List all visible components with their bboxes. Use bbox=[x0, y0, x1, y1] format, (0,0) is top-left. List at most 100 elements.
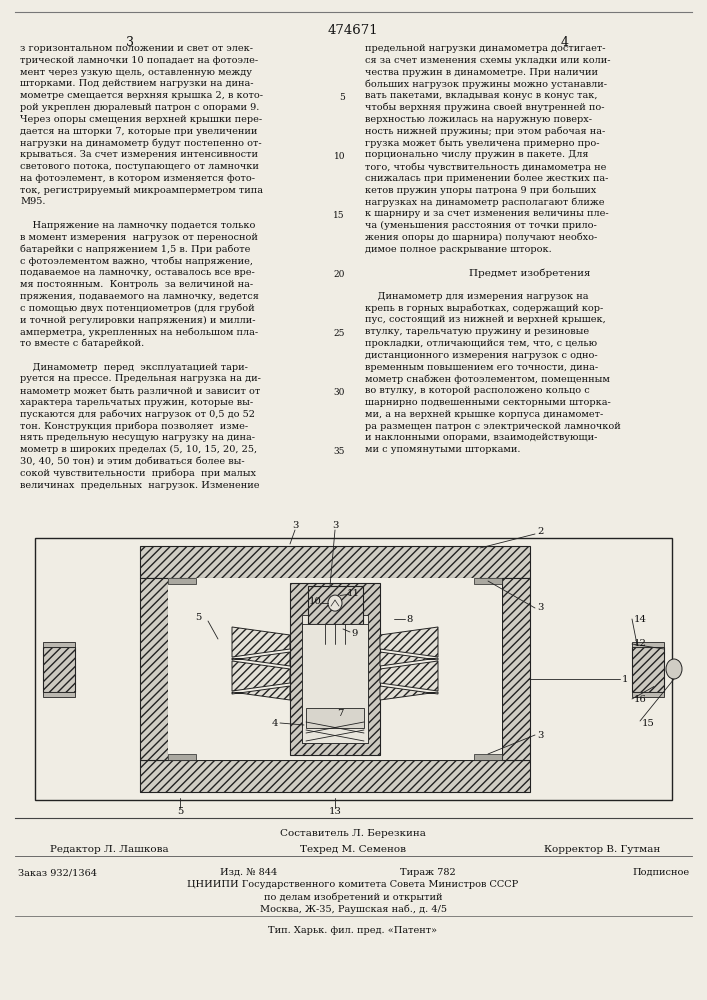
Text: мометр снабжен фотоэлементом, помещенным: мометр снабжен фотоэлементом, помещенным bbox=[365, 374, 610, 384]
Text: 3: 3 bbox=[537, 603, 543, 612]
Bar bbox=[35, 538, 672, 800]
Text: снижалась при применении более жестких па-: снижалась при применении более жестких п… bbox=[365, 174, 609, 183]
Polygon shape bbox=[380, 627, 438, 657]
Text: 10: 10 bbox=[334, 152, 345, 161]
Text: мент через узкую щель, оставленную между: мент через узкую щель, оставленную между bbox=[20, 68, 252, 77]
Text: порционально числу пружин в пакете. Для: порционально числу пружин в пакете. Для bbox=[365, 150, 588, 159]
Text: амперметра, укрепленных на небольшом пла-: амперметра, укрепленных на небольшом пла… bbox=[20, 327, 258, 337]
Text: светового потока, поступающего от ламночки: светового потока, поступающего от ламноч… bbox=[20, 162, 259, 171]
Bar bbox=[474, 578, 502, 584]
Text: 2: 2 bbox=[537, 528, 543, 536]
Text: ра размещен патрон с электрической ламночкой: ра размещен патрон с электрической ламно… bbox=[365, 422, 621, 431]
Text: чтобы верхняя пружина своей внутренней по-: чтобы верхняя пружина своей внутренней п… bbox=[365, 103, 604, 112]
Text: дистанционного измерения нагрузок с одно-: дистанционного измерения нагрузок с одно… bbox=[365, 351, 597, 360]
Bar bbox=[302, 624, 368, 743]
Text: рой укреплен дюралевый патрон с опорами 9.: рой укреплен дюралевый патрон с опорами … bbox=[20, 103, 259, 112]
Text: нагрузках на динамометр располагают ближе: нагрузках на динамометр располагают ближ… bbox=[365, 197, 604, 207]
Bar bbox=[306, 708, 364, 728]
Text: Тип. Харьк. фил. пред. «Патент»: Тип. Харьк. фил. пред. «Патент» bbox=[269, 926, 438, 935]
Text: по делам изобретений и открытий: по делам изобретений и открытий bbox=[264, 892, 443, 902]
Text: з горизонтальном положении и свет от элек-: з горизонтальном положении и свет от эле… bbox=[20, 44, 253, 53]
Text: 14: 14 bbox=[633, 614, 646, 624]
Text: крываться. За счет измерения интенсивности: крываться. За счет измерения интенсивнос… bbox=[20, 150, 258, 159]
Bar bbox=[140, 760, 530, 792]
Bar bbox=[140, 578, 168, 760]
Bar bbox=[168, 578, 502, 760]
Text: Редактор Л. Лашкова: Редактор Л. Лашкова bbox=[50, 845, 169, 854]
Text: 5: 5 bbox=[195, 612, 201, 621]
Text: 13: 13 bbox=[329, 808, 341, 816]
Text: 4: 4 bbox=[561, 36, 569, 49]
Text: димое полное раскрывание шторок.: димое полное раскрывание шторок. bbox=[365, 245, 551, 254]
Text: 474671: 474671 bbox=[327, 24, 378, 37]
Text: ча (уменьшения расстояния от точки прило-: ча (уменьшения расстояния от точки прило… bbox=[365, 221, 597, 230]
Bar bbox=[474, 754, 502, 760]
Text: Москва, Ж-35, Раушская наб., д. 4/5: Москва, Ж-35, Раушская наб., д. 4/5 bbox=[259, 904, 447, 914]
Text: нять предельную несущую нагрузку на дина-: нять предельную несущую нагрузку на дина… bbox=[20, 433, 255, 442]
Text: Корректор В. Гутман: Корректор В. Гутман bbox=[544, 845, 660, 854]
Text: Напряжение на ламночку подается только: Напряжение на ламночку подается только bbox=[20, 221, 255, 230]
Bar bbox=[43, 642, 75, 647]
Text: грузка может быть увеличена примерно про-: грузка может быть увеличена примерно про… bbox=[365, 138, 600, 148]
Bar bbox=[43, 647, 75, 692]
Bar bbox=[308, 586, 363, 624]
Text: прокладки, отличающийся тем, что, с целью: прокладки, отличающийся тем, что, с цель… bbox=[365, 339, 597, 348]
Text: 30: 30 bbox=[334, 388, 345, 397]
Text: 7: 7 bbox=[337, 708, 343, 718]
Text: нагрузки на динамометр будут постепенно от-: нагрузки на динамометр будут постепенно … bbox=[20, 138, 262, 148]
Text: мя постоянным.  Контроль  за величиной на-: мя постоянным. Контроль за величиной на- bbox=[20, 280, 253, 289]
Bar bbox=[632, 642, 664, 647]
Text: пряжения, подаваемого на ламночку, ведется: пряжения, подаваемого на ламночку, ведет… bbox=[20, 292, 259, 301]
Text: 3: 3 bbox=[332, 522, 338, 530]
Text: Подписное: Подписное bbox=[633, 868, 690, 877]
Text: трической ламночки 10 попадает на фотоэле-: трической ламночки 10 попадает на фотоэл… bbox=[20, 56, 258, 65]
Bar bbox=[290, 583, 380, 755]
Text: предельной нагрузки динамометра достигает-: предельной нагрузки динамометра достигае… bbox=[365, 44, 605, 53]
Text: 20: 20 bbox=[334, 270, 345, 279]
Text: ток, регистрируемый микроамперметром типа: ток, регистрируемый микроамперметром тип… bbox=[20, 186, 263, 195]
Text: характера тарельчатых пружин, которые вы-: характера тарельчатых пружин, которые вы… bbox=[20, 398, 253, 407]
Text: Тираж 782: Тираж 782 bbox=[400, 868, 456, 877]
Text: 5: 5 bbox=[339, 93, 345, 102]
Bar bbox=[502, 578, 530, 760]
Text: Через опоры смещения верхней крышки пере-: Через опоры смещения верхней крышки пере… bbox=[20, 115, 262, 124]
Text: Заказ 932/1364: Заказ 932/1364 bbox=[18, 868, 97, 877]
Text: 5: 5 bbox=[177, 808, 183, 816]
Polygon shape bbox=[380, 661, 438, 691]
Text: 30, 40, 50 тон) и этим добиваться более вы-: 30, 40, 50 тон) и этим добиваться более … bbox=[20, 457, 245, 466]
Text: в момент измерения  нагрузок от переносной: в момент измерения нагрузок от переносно… bbox=[20, 233, 258, 242]
Text: руется на прессе. Предельная нагрузка на ди-: руется на прессе. Предельная нагрузка на… bbox=[20, 374, 261, 383]
Text: 4: 4 bbox=[271, 718, 279, 728]
Text: батарейки с напряжением 1,5 в. При работе: батарейки с напряжением 1,5 в. При работ… bbox=[20, 245, 250, 254]
Text: тон. Конструкция прибора позволяет  изме-: тон. Конструкция прибора позволяет изме- bbox=[20, 422, 248, 431]
Text: пус, состоящий из нижней и верхней крышек,: пус, состоящий из нижней и верхней крыше… bbox=[365, 315, 606, 324]
Text: сокой чувствительности  прибора  при малых: сокой чувствительности прибора при малых bbox=[20, 469, 256, 478]
Text: намометр может быть различной и зависит от: намометр может быть различной и зависит … bbox=[20, 386, 260, 396]
Text: ЦНИИПИ Государственного комитета Совета Министров СССР: ЦНИИПИ Государственного комитета Совета … bbox=[187, 880, 519, 889]
Text: ность нижней пружины; при этом рабочая на-: ность нижней пружины; при этом рабочая н… bbox=[365, 127, 605, 136]
Text: верхностью ложилась на наружную поверх-: верхностью ложилась на наружную поверх- bbox=[365, 115, 592, 124]
Text: 3: 3 bbox=[537, 730, 543, 740]
Text: Изд. № 844: Изд. № 844 bbox=[220, 868, 277, 877]
Polygon shape bbox=[232, 661, 290, 691]
Text: больших нагрузок пружины можно устанавли-: больших нагрузок пружины можно устанавли… bbox=[365, 79, 607, 89]
Text: шарнирно подвешенными секторными шторка-: шарнирно подвешенными секторными шторка- bbox=[365, 398, 611, 407]
Polygon shape bbox=[380, 652, 438, 666]
Bar bbox=[302, 615, 368, 743]
Bar bbox=[140, 546, 530, 578]
Text: 35: 35 bbox=[334, 447, 345, 456]
Text: с фотоэлементом важно, чтобы напряжение,: с фотоэлементом важно, чтобы напряжение, bbox=[20, 256, 253, 266]
Text: подаваемое на ламночку, оставалось все вре-: подаваемое на ламночку, оставалось все в… bbox=[20, 268, 255, 277]
Text: 8: 8 bbox=[407, 614, 413, 624]
Text: дается на шторки 7, которые при увеличении: дается на шторки 7, которые при увеличен… bbox=[20, 127, 257, 136]
Text: 16: 16 bbox=[633, 694, 646, 704]
Polygon shape bbox=[380, 686, 438, 700]
Text: 25: 25 bbox=[334, 329, 345, 338]
Text: 11: 11 bbox=[346, 589, 359, 598]
Text: мометре смещается верхняя крышка 2, в кото-: мометре смещается верхняя крышка 2, в ко… bbox=[20, 91, 263, 100]
Bar bbox=[632, 692, 664, 696]
Text: ся за счет изменения схемы укладки или коли-: ся за счет изменения схемы укладки или к… bbox=[365, 56, 611, 65]
Text: крепь в горных выработках, содержащий кор-: крепь в горных выработках, содержащий ко… bbox=[365, 304, 603, 313]
Bar bbox=[632, 647, 664, 692]
Text: пускаются для рабочих нагрузок от 0,5 до 52: пускаются для рабочих нагрузок от 0,5 до… bbox=[20, 410, 255, 419]
